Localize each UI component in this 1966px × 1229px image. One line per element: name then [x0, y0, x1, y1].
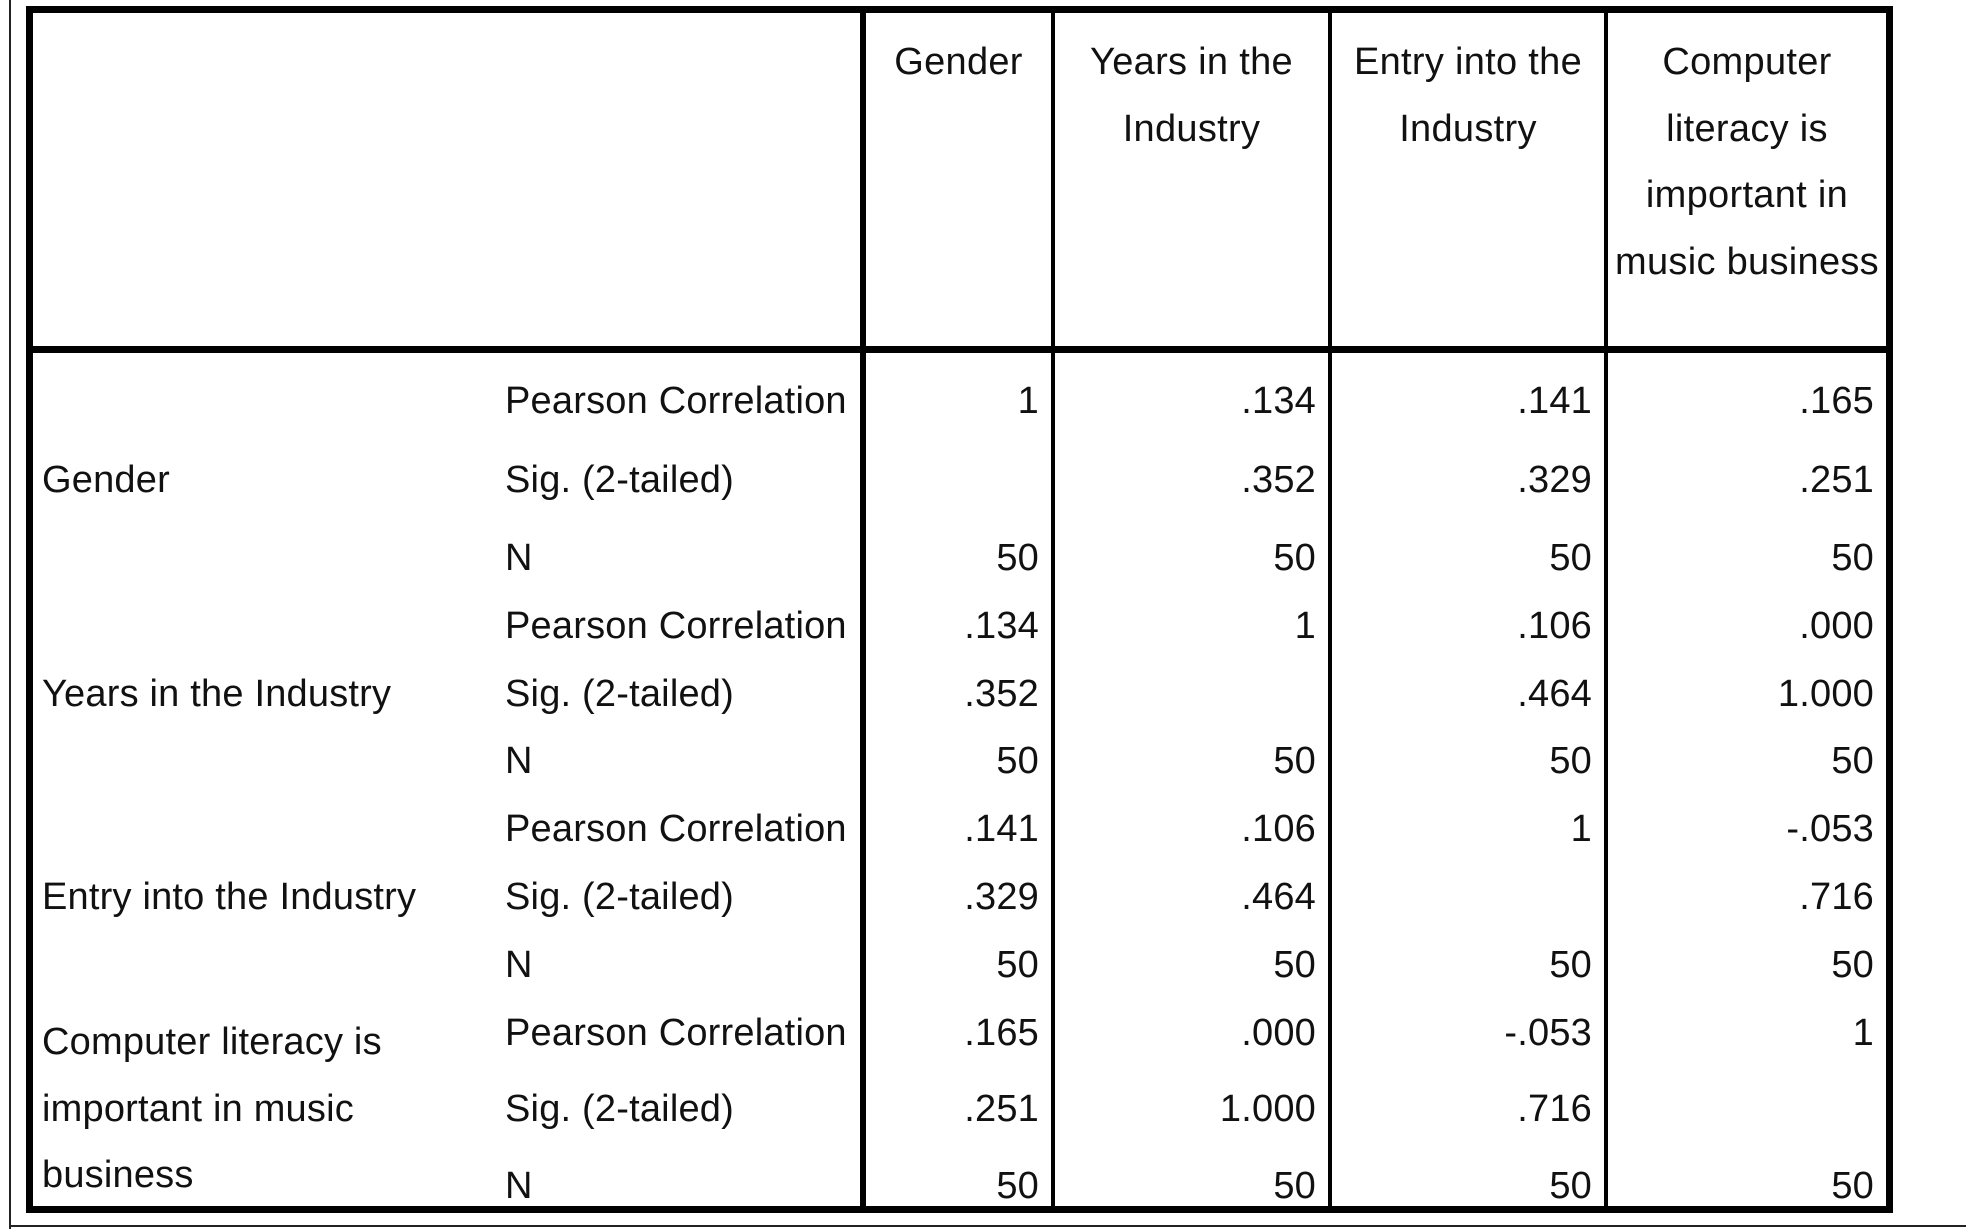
table-cell: 50: [1273, 740, 1316, 782]
table-cell: 50: [1831, 944, 1874, 986]
page-left-rule: [9, 0, 11, 1229]
table-cell: .165: [1799, 380, 1874, 422]
table-cell: .141: [1517, 380, 1592, 422]
table-cell: 1: [1294, 605, 1316, 647]
table-cell: 50: [996, 740, 1039, 782]
row-group-label: Years in the Industry: [42, 673, 392, 715]
table-cell: 1.000: [1219, 1088, 1316, 1130]
table-cell: 1: [1570, 808, 1592, 850]
table-cell: .352: [1241, 459, 1316, 501]
table-cell: .141: [964, 808, 1039, 850]
row-stat-label: Sig. (2-tailed): [505, 459, 734, 501]
page-bottom-rule: [9, 1225, 1966, 1227]
table-cell: 1.000: [1777, 673, 1874, 715]
table-cell: 50: [1549, 740, 1592, 782]
table-cell: 50: [1273, 537, 1316, 579]
correlation-table: Gender Years in the Industry Entry into …: [26, 6, 1893, 1213]
table-cell: 50: [1549, 944, 1592, 986]
column-divider-entry: [1604, 6, 1608, 1213]
row-stat-label: Sig. (2-tailed): [505, 876, 734, 918]
column-header-computer-literacy: Computer literacy is important in music …: [1615, 41, 1879, 283]
table-cell: -.053: [1786, 808, 1874, 850]
table-cell: 50: [1273, 1165, 1316, 1207]
row-stat-label: Pearson Correlation: [505, 808, 847, 850]
table-cell: .000: [1799, 605, 1874, 647]
table-cell: .251: [964, 1088, 1039, 1130]
table-cell: .329: [964, 876, 1039, 918]
table-cell: 1: [1852, 1012, 1874, 1054]
row-stat-label: N: [505, 537, 533, 579]
row-stat-label: Pearson Correlation: [505, 380, 847, 422]
table-cell: .165: [964, 1012, 1039, 1054]
column-header-entry-into-industry: Entry into the Industry: [1353, 41, 1583, 150]
table-cell: 50: [1549, 1165, 1592, 1207]
table-cell: 50: [1831, 537, 1874, 579]
row-group-label: Entry into the Industry: [42, 876, 417, 918]
row-group-label: Computer literacy is important in music …: [42, 1021, 382, 1196]
row-stat-label: N: [505, 944, 533, 986]
table-cell: 50: [1831, 740, 1874, 782]
table-cell: .134: [1241, 380, 1316, 422]
row-stat-label: Sig. (2-tailed): [505, 673, 734, 715]
row-stat-label: Sig. (2-tailed): [505, 1088, 734, 1130]
table-cell: .716: [1517, 1088, 1592, 1130]
table-cell: .251: [1799, 459, 1874, 501]
table-cell: 50: [1273, 944, 1316, 986]
row-stat-label: N: [505, 1165, 533, 1207]
row-stat-label: N: [505, 740, 533, 782]
header-divider: [26, 346, 1893, 353]
table-cell: .106: [1241, 808, 1316, 850]
table-cell: 1: [1017, 380, 1039, 422]
table-cell: .464: [1517, 673, 1592, 715]
table-cell: 50: [1549, 537, 1592, 579]
column-divider-gender: [1051, 6, 1055, 1213]
table-cell: 50: [996, 1165, 1039, 1207]
column-divider-stub: [860, 6, 866, 1213]
table-cell: 50: [1831, 1165, 1874, 1207]
row-stat-label: Pearson Correlation: [505, 1012, 847, 1054]
table-cell: .000: [1241, 1012, 1316, 1054]
table-cell: .352: [964, 673, 1039, 715]
table-cell: .464: [1241, 876, 1316, 918]
row-group-label: Gender: [42, 459, 170, 501]
table-cell: -.053: [1504, 1012, 1592, 1054]
table-cell: .716: [1799, 876, 1874, 918]
table-cell: .329: [1517, 459, 1592, 501]
row-stat-label: Pearson Correlation: [505, 605, 847, 647]
column-header-gender: Gender: [894, 41, 1023, 83]
table-cell: 50: [996, 944, 1039, 986]
column-header-years-in-industry: Years in the Industry: [1090, 41, 1293, 150]
table-cell: .106: [1517, 605, 1592, 647]
column-divider-years: [1328, 6, 1332, 1213]
table-cell: .134: [964, 605, 1039, 647]
table-cell: 50: [996, 537, 1039, 579]
